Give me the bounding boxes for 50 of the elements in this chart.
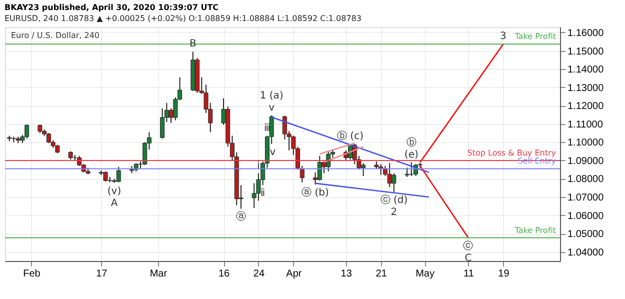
x-tick-label: 16 — [218, 268, 230, 280]
annotation: ⅲ — [264, 122, 270, 134]
annotation: A — [110, 198, 118, 209]
y-tick-label: 1.05000 — [568, 229, 604, 240]
candlestick — [317, 155, 322, 182]
annotation: (e) — [404, 149, 418, 160]
annotation: ⅴ — [268, 102, 275, 114]
x-tick-label: Mar — [150, 268, 168, 280]
annotation: 2 — [390, 207, 398, 218]
annotation: C — [464, 252, 472, 264]
candlestick — [116, 166, 121, 183]
ref-line-label: Take Profit — [514, 226, 556, 235]
annotation: ⅱ — [260, 188, 266, 200]
x-tick-label: 19 — [498, 268, 510, 280]
chart-title: BKAY23 published, April 30, 2020 10:39:07 UTC — [4, 3, 219, 12]
x-tick-label: 24 — [253, 268, 265, 280]
x-tick-label: May — [416, 268, 434, 280]
y-tick-label: 1.09000 — [568, 156, 604, 167]
annotation: ⓒ (d) — [380, 194, 408, 206]
y-tick-label: 1.10000 — [568, 138, 604, 149]
x-tick-label: 13 — [340, 268, 352, 280]
y-tick-label: 1.08000 — [568, 174, 604, 186]
y-tick-label: 1.16000 — [568, 28, 604, 39]
ref-line-label: Take Profit — [514, 32, 556, 42]
x-tick-label: Feb — [23, 268, 41, 280]
y-tick-label: 1.13000 — [568, 82, 604, 94]
annotation: ⅰ — [257, 160, 260, 172]
x-tick-label: 21 — [376, 268, 388, 280]
annotation: 1 (a) — [260, 90, 284, 102]
y-tick-label: 1.06000 — [568, 210, 604, 222]
y-tick-label: 1.07000 — [568, 192, 604, 204]
ref-line-label: Stop Loss & Buy Entry — [467, 148, 556, 158]
chart-subtitle: EURUSD, 240 1.08783 ▲ +0.00025 (+0.02%) O:1.08859 H:1.08884 L:1.08592 C:1.08783 — [4, 14, 362, 23]
y-tick-label: 1.04000 — [568, 247, 604, 258]
x-tick-label: 17 — [96, 268, 108, 280]
x-tick-label: 11 — [464, 268, 474, 280]
y-tick-label: 1.15000 — [568, 46, 604, 58]
y-tick-label: 1.12000 — [568, 101, 604, 112]
x-tick-label: Apr — [286, 268, 302, 280]
y-tick-label: 1.11000 — [568, 119, 604, 130]
annotation: 3 — [500, 31, 506, 42]
annotation: (v) — [107, 186, 122, 197]
annotation: ⓐ — [236, 210, 246, 223]
annotation: ⓒ — [463, 240, 474, 252]
annotation: ⓑ (c) — [336, 130, 364, 142]
candlestick — [103, 170, 108, 182]
y-tick-label: 1.14000 — [568, 64, 604, 76]
annotation: ⓐ (b) — [302, 186, 330, 199]
annotation: ⓑ — [406, 136, 416, 148]
annotation: Euro / U.S. Dollar, 240 — [11, 31, 100, 40]
